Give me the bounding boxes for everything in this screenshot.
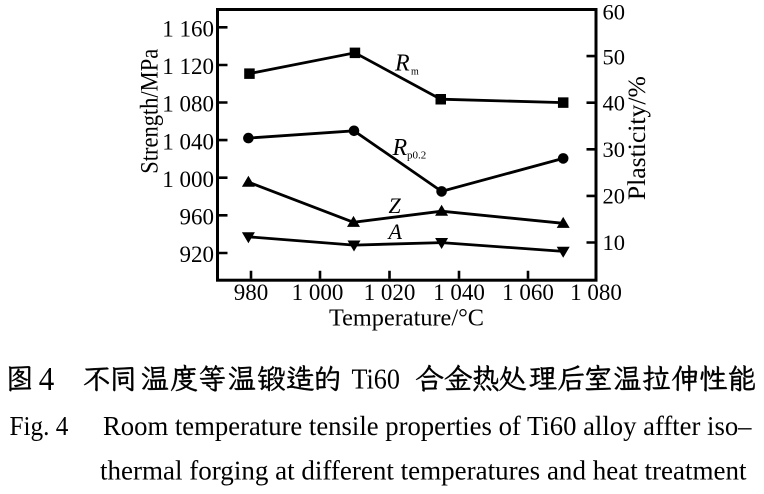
svg-text:10: 10 bbox=[603, 230, 626, 255]
svg-text:1 040: 1 040 bbox=[162, 129, 214, 154]
svg-text:1 000: 1 000 bbox=[292, 280, 344, 305]
svg-text:A: A bbox=[387, 219, 403, 244]
svg-text:Plasticity/%: Plasticity/% bbox=[624, 76, 651, 200]
svg-text:Temperature/°C: Temperature/°C bbox=[329, 305, 484, 332]
svg-text:Ti60: Ti60 bbox=[352, 364, 400, 395]
svg-text:50: 50 bbox=[603, 44, 626, 69]
svg-text:60: 60 bbox=[603, 0, 626, 24]
svg-text:40: 40 bbox=[603, 90, 626, 115]
svg-text:1 040: 1 040 bbox=[433, 280, 485, 305]
svg-text:20: 20 bbox=[603, 183, 626, 208]
svg-text:1 080: 1 080 bbox=[162, 92, 214, 117]
svg-text:960: 960 bbox=[180, 205, 215, 230]
svg-text:1 120: 1 120 bbox=[162, 54, 214, 79]
svg-text:1 020: 1 020 bbox=[364, 280, 416, 305]
svg-text:980: 980 bbox=[234, 280, 269, 305]
svg-text:m: m bbox=[411, 66, 419, 77]
svg-text:p0.2: p0.2 bbox=[407, 150, 426, 162]
svg-text:920: 920 bbox=[180, 242, 215, 267]
svg-text:1 080: 1 080 bbox=[570, 280, 622, 305]
svg-text:Strength/MPa: Strength/MPa bbox=[137, 49, 164, 174]
svg-text:1 060: 1 060 bbox=[502, 280, 554, 305]
svg-text:4: 4 bbox=[39, 361, 55, 398]
svg-text:R: R bbox=[392, 135, 408, 161]
svg-text:Room temperature tensile prope: Room temperature tensile properties of T… bbox=[103, 411, 752, 441]
svg-text:1 160: 1 160 bbox=[162, 17, 214, 42]
svg-text:R: R bbox=[394, 51, 410, 77]
svg-text:30: 30 bbox=[603, 137, 626, 162]
svg-text:Fig. 4: Fig. 4 bbox=[10, 411, 69, 441]
svg-text:thermal forging at different t: thermal forging at different temperature… bbox=[100, 456, 747, 486]
svg-text:Z: Z bbox=[389, 193, 402, 218]
svg-text:1 000: 1 000 bbox=[162, 167, 214, 192]
